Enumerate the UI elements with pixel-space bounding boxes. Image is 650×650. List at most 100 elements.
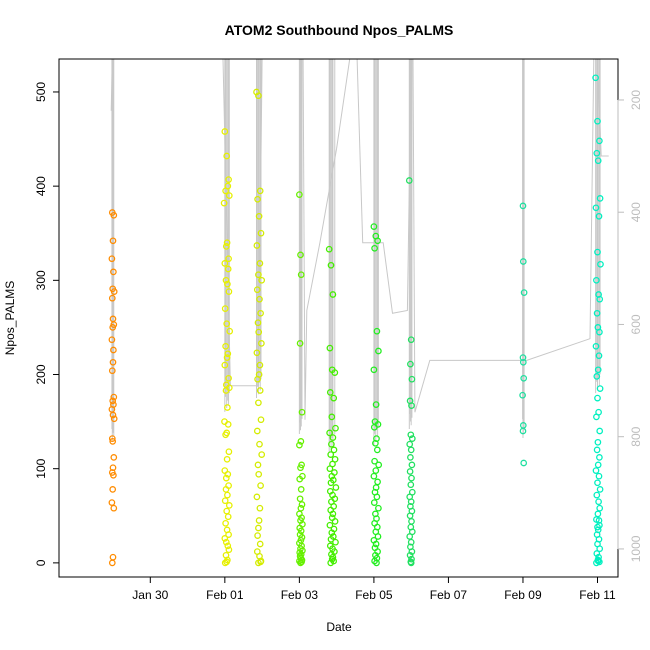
- data-point: [220, 199, 228, 207]
- series-7: [519, 202, 528, 467]
- data-point: [594, 157, 602, 165]
- data-point: [596, 195, 604, 202]
- data-point: [226, 327, 234, 335]
- data-point: [328, 440, 335, 448]
- y2-tick-label: 400: [629, 202, 643, 222]
- data-point: [371, 244, 378, 252]
- data-point: [256, 295, 263, 303]
- data-point: [596, 454, 603, 461]
- data-point: [593, 373, 601, 380]
- data-point: [297, 271, 305, 279]
- data-point: [594, 557, 602, 565]
- data-point: [256, 504, 264, 512]
- y-tick-label: 100: [34, 458, 48, 478]
- data-point: [254, 461, 262, 469]
- data-point: [328, 472, 336, 480]
- data-point: [408, 548, 416, 555]
- data-point: [593, 413, 600, 421]
- x-tick-label: Jan 30: [132, 588, 168, 602]
- x-tick-label: Feb 11: [579, 588, 616, 602]
- data-point: [374, 478, 381, 486]
- data-point: [258, 451, 266, 458]
- data-point: [223, 152, 231, 160]
- data-point: [223, 455, 231, 463]
- chart-title: ATOM2 Southbound Npos_PALMS: [225, 22, 454, 38]
- data-point: [298, 408, 306, 416]
- data-point: [298, 501, 306, 508]
- data-point: [256, 187, 264, 195]
- data-point: [594, 510, 602, 518]
- data-point: [224, 421, 232, 428]
- data-point: [374, 237, 381, 245]
- data-point: [221, 260, 229, 267]
- data-point: [408, 461, 416, 469]
- data-point: [109, 324, 117, 331]
- data-point: [225, 502, 233, 509]
- data-point: [256, 540, 264, 548]
- data-point: [225, 176, 232, 183]
- data-point: [327, 559, 335, 567]
- data-point: [519, 258, 527, 265]
- axes-layer: Jan 30 Feb 01 Feb 03 Feb 05 Feb 07 Feb 09 Feb …: [34, 58, 643, 602]
- data-point: [253, 242, 261, 249]
- data-point: [596, 385, 604, 392]
- data-point: [222, 243, 230, 250]
- data-point: [224, 280, 231, 288]
- x-tick-label: Feb 01: [206, 588, 244, 602]
- data-point: [254, 319, 262, 327]
- data-point: [256, 361, 264, 369]
- data-point: [109, 486, 117, 493]
- data-point: [296, 340, 304, 347]
- data-point: [593, 550, 601, 557]
- data-point: [222, 431, 229, 439]
- data-point: [222, 538, 230, 546]
- data-point: [254, 532, 261, 539]
- data-point: [592, 342, 600, 350]
- data-point: [296, 191, 303, 198]
- data-point: [256, 387, 264, 394]
- data-point: [373, 446, 381, 454]
- data-point: [225, 448, 233, 456]
- data-point: [406, 533, 414, 540]
- data-point: [595, 498, 602, 506]
- data-point: [327, 451, 335, 458]
- data-point: [594, 366, 602, 374]
- data-point: [297, 251, 304, 259]
- data-point: [225, 255, 232, 263]
- data-point: [326, 429, 333, 437]
- data-point: [371, 457, 378, 465]
- data-point: [109, 438, 117, 445]
- data-point: [330, 394, 338, 402]
- data-point: [224, 513, 232, 521]
- data-point: [332, 484, 340, 491]
- data-point: [326, 465, 334, 473]
- data-point: [373, 493, 381, 501]
- data-point: [373, 559, 380, 567]
- data-point: [257, 416, 265, 424]
- y2-tick-label: 600: [629, 314, 643, 334]
- data-point: [375, 504, 382, 512]
- data-point: [327, 479, 335, 487]
- series-1: [220, 128, 234, 567]
- data-point: [225, 288, 233, 295]
- data-point: [221, 128, 229, 135]
- series-3: [296, 191, 306, 567]
- data-point: [225, 546, 233, 554]
- data-point: [330, 446, 338, 454]
- data-point: [221, 535, 229, 542]
- data-point: [326, 389, 334, 396]
- data-point: [253, 427, 261, 435]
- data-point: [257, 558, 264, 566]
- data-point: [596, 295, 604, 303]
- y-tick-label: 200: [34, 364, 48, 384]
- data-point: [596, 545, 604, 553]
- data-point: [297, 559, 304, 567]
- data-point: [255, 271, 262, 279]
- data-point: [593, 309, 601, 317]
- data-point: [370, 423, 378, 431]
- data-point: [596, 137, 603, 145]
- data-point: [109, 411, 117, 419]
- data-point: [254, 375, 261, 383]
- data-point: [297, 438, 305, 445]
- data-point: [520, 374, 528, 382]
